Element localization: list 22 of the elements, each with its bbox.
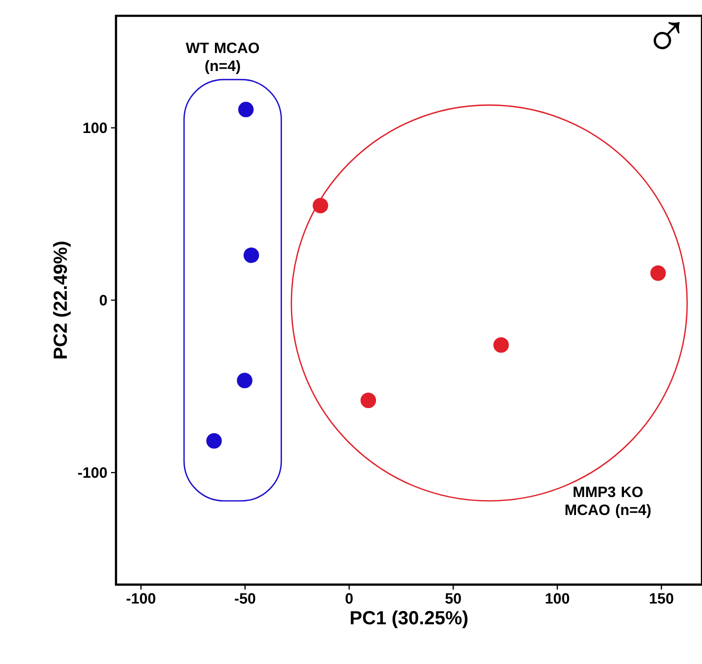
x-tick-label: 100	[546, 593, 570, 604]
annotation: ♂	[654, 22, 680, 50]
x-tick-label: -50	[234, 593, 256, 604]
y-tick-label: 100	[83, 122, 107, 134]
annotation: MMP3 KO MCAO (n=4)	[566, 486, 651, 518]
x-tick-label: 0	[346, 593, 353, 604]
annotation: WT MCAO (n=4)	[186, 42, 259, 74]
y-axis-title: PC2 (22.49%)	[53, 242, 71, 358]
point	[360, 392, 376, 408]
x-tick-label: -100	[126, 593, 156, 604]
point	[312, 198, 328, 214]
y-tick-label: 0	[100, 294, 107, 306]
x-tick-label: 150	[650, 593, 674, 604]
point	[206, 433, 222, 449]
point	[236, 372, 252, 388]
x-axis-title: PC1 (30.25%)	[350, 610, 468, 628]
point	[650, 265, 666, 281]
point	[493, 337, 509, 353]
point	[238, 102, 254, 118]
point	[244, 247, 260, 263]
x-tick-label: 50	[445, 593, 461, 604]
y-tick-label: -100	[78, 467, 107, 478]
